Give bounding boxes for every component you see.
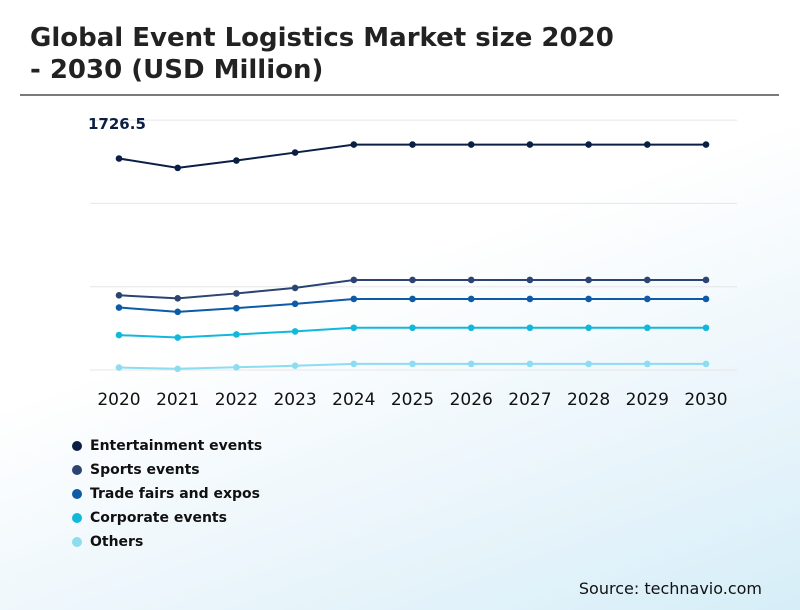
legend-marker-sports-events <box>72 465 82 475</box>
point-others-2022 <box>233 364 240 371</box>
point-sports-events-2028 <box>585 276 592 284</box>
legend-label-trade-fairs-and-expos: Trade fairs and expos <box>90 486 261 502</box>
point-sports-events-2026 <box>467 276 475 284</box>
legend-label-entertainment-events: Entertainment events <box>90 438 263 454</box>
point-trade-fairs-and-expos-2027 <box>526 295 534 303</box>
chart-title-line-2: - 2030 (USD Million) <box>30 55 324 85</box>
point-corporate-events-2026 <box>467 324 475 332</box>
point-others-2026 <box>467 360 475 368</box>
point-corporate-events-2022 <box>233 331 240 338</box>
data-label-annotation: 1726.5 <box>88 115 146 133</box>
point-trade-fairs-and-expos-2025 <box>409 295 416 303</box>
point-entertainment-events-2020 <box>115 155 123 162</box>
point-trade-fairs-and-expos-2020 <box>115 304 123 311</box>
point-sports-events-2029 <box>644 276 651 284</box>
legend-label-sports-events: Sports events <box>90 462 200 478</box>
point-corporate-events-2030 <box>702 324 710 332</box>
point-corporate-events-2020 <box>115 331 123 339</box>
point-entertainment-events-2028 <box>585 141 592 148</box>
x-tick-label-2027: 2027 <box>508 390 551 410</box>
point-others-2023 <box>291 362 299 370</box>
point-others-2029 <box>644 360 651 368</box>
legend-marker-corporate-events <box>72 513 82 523</box>
point-trade-fairs-and-expos-2021 <box>174 308 181 316</box>
chart-legend: Entertainment events Sports events Trade f… <box>72 434 262 554</box>
point-others-2021 <box>174 365 181 373</box>
point-sports-events-2021 <box>174 295 181 302</box>
legend-item-sports-events: Sports events <box>72 458 262 482</box>
point-corporate-events-2029 <box>644 324 651 332</box>
point-corporate-events-2021 <box>174 334 181 341</box>
point-entertainment-events-2029 <box>644 141 651 148</box>
legend-item-entertainment-events: Entertainment events <box>72 434 262 458</box>
point-others-2024 <box>350 360 358 368</box>
x-tick-label-2023: 2023 <box>273 390 316 410</box>
x-tick-label-2026: 2026 <box>450 390 493 410</box>
chart-title: Global Event Logistics Market size 2020 … <box>30 22 730 86</box>
legend-marker-entertainment-events <box>72 441 82 451</box>
point-trade-fairs-and-expos-2029 <box>644 295 651 303</box>
point-others-2030 <box>702 360 710 368</box>
point-sports-events-2030 <box>702 276 710 284</box>
series-line-entertainment-events <box>118 143 706 169</box>
point-sports-events-2020 <box>115 291 123 299</box>
point-others-2020 <box>115 364 123 371</box>
x-tick-label-2020: 2020 <box>97 390 140 410</box>
legend-item-corporate-events: Corporate events <box>72 506 262 530</box>
point-trade-fairs-and-expos-2024 <box>350 295 358 303</box>
point-entertainment-events-2023 <box>291 149 299 156</box>
point-others-2028 <box>585 360 592 368</box>
point-trade-fairs-and-expos-2028 <box>585 295 592 303</box>
point-sports-events-2025 <box>409 276 416 284</box>
point-entertainment-events-2021 <box>174 164 181 172</box>
legend-marker-others <box>72 537 82 547</box>
point-corporate-events-2025 <box>409 324 416 332</box>
title-divider <box>20 94 779 96</box>
point-trade-fairs-and-expos-2026 <box>467 295 475 303</box>
legend-item-others: Others <box>72 530 262 554</box>
point-trade-fairs-and-expos-2022 <box>233 304 240 312</box>
point-entertainment-events-2022 <box>233 157 240 164</box>
chart-title-line-1: Global Event Logistics Market size 2020 <box>30 23 614 53</box>
point-corporate-events-2023 <box>291 328 299 335</box>
point-corporate-events-2028 <box>585 324 592 332</box>
point-corporate-events-2024 <box>350 324 358 332</box>
line-chart: 2020 2021 2022 2023 2024 2025 2026 2027 2028 2029… <box>88 115 737 410</box>
point-sports-events-2024 <box>350 276 358 284</box>
point-entertainment-events-2025 <box>409 141 416 148</box>
point-sports-events-2022 <box>233 290 240 297</box>
point-trade-fairs-and-expos-2023 <box>291 300 299 308</box>
point-entertainment-events-2026 <box>467 141 475 148</box>
point-entertainment-events-2024 <box>350 141 358 148</box>
point-trade-fairs-and-expos-2030 <box>702 295 710 303</box>
point-entertainment-events-2027 <box>526 141 534 148</box>
point-corporate-events-2027 <box>526 324 534 332</box>
point-sports-events-2027 <box>526 276 534 284</box>
point-entertainment-events-2030 <box>702 141 710 148</box>
x-tick-label-2025: 2025 <box>391 390 434 410</box>
legend-label-corporate-events: Corporate events <box>90 510 227 526</box>
x-tick-label-2024: 2024 <box>332 390 375 410</box>
point-others-2025 <box>409 360 416 368</box>
legend-label-others: Others <box>90 534 144 550</box>
point-others-2027 <box>526 360 534 368</box>
x-tick-label-2029: 2029 <box>626 390 669 410</box>
x-tick-label-2030: 2030 <box>684 390 727 410</box>
x-tick-label-2028: 2028 <box>567 390 610 410</box>
point-sports-events-2023 <box>291 284 299 292</box>
source-label: Source: technavio.com <box>578 579 762 598</box>
legend-marker-trade-fairs-and-expos <box>72 489 82 499</box>
x-tick-label-2021: 2021 <box>156 390 199 410</box>
legend-item-trade-fairs-and-expos: Trade fairs and expos <box>72 482 262 506</box>
x-tick-label-2022: 2022 <box>215 390 258 410</box>
